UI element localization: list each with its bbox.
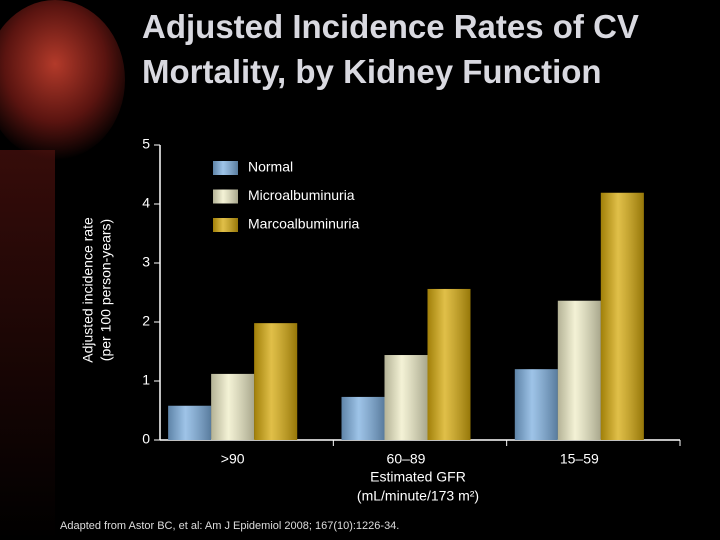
x-axis-label: (mL/minute/173 m²) — [357, 488, 479, 504]
legend-swatch-shine — [213, 189, 238, 204]
legend-swatch-shine — [213, 161, 238, 175]
bar-shine — [341, 396, 385, 440]
bar-shine — [254, 323, 298, 440]
legend-label: Normal — [248, 159, 293, 175]
y-axis-label: Adjusted incidence rate — [80, 217, 96, 363]
bar-shine — [211, 373, 255, 440]
bar-shine — [168, 405, 212, 440]
y-tick-label: 4 — [142, 195, 150, 211]
y-tick-label: 1 — [142, 372, 150, 388]
footnote: Adapted from Astor BC, et al: Am J Epide… — [60, 520, 399, 532]
bar-shine — [514, 369, 558, 440]
x-tick-label: >90 — [221, 451, 245, 467]
kidney-image — [0, 0, 125, 160]
chart-title: Mortality, by Kidney Function — [142, 53, 602, 90]
chart-title: Adjusted Incidence Rates of CV — [142, 8, 639, 45]
x-tick-label: 60–89 — [387, 451, 426, 467]
legend-label: Microalbuminuria — [248, 187, 355, 203]
legend-swatch-shine — [213, 218, 238, 232]
decor-band — [0, 150, 55, 540]
y-tick-label: 0 — [142, 431, 150, 447]
y-tick-label: 3 — [142, 254, 150, 270]
y-axis-label: (per 100 person-years) — [98, 219, 114, 361]
y-tick-label: 5 — [142, 136, 150, 152]
bar-shine — [384, 355, 428, 440]
bar-shine — [557, 300, 601, 440]
y-tick-label: 2 — [142, 313, 150, 329]
bar-shine — [600, 192, 644, 440]
bar-shine — [427, 288, 471, 440]
legend-label: Marcoalbuminuria — [248, 216, 359, 232]
x-axis-label: Estimated GFR — [370, 469, 466, 485]
x-tick-label: 15–59 — [560, 451, 599, 467]
